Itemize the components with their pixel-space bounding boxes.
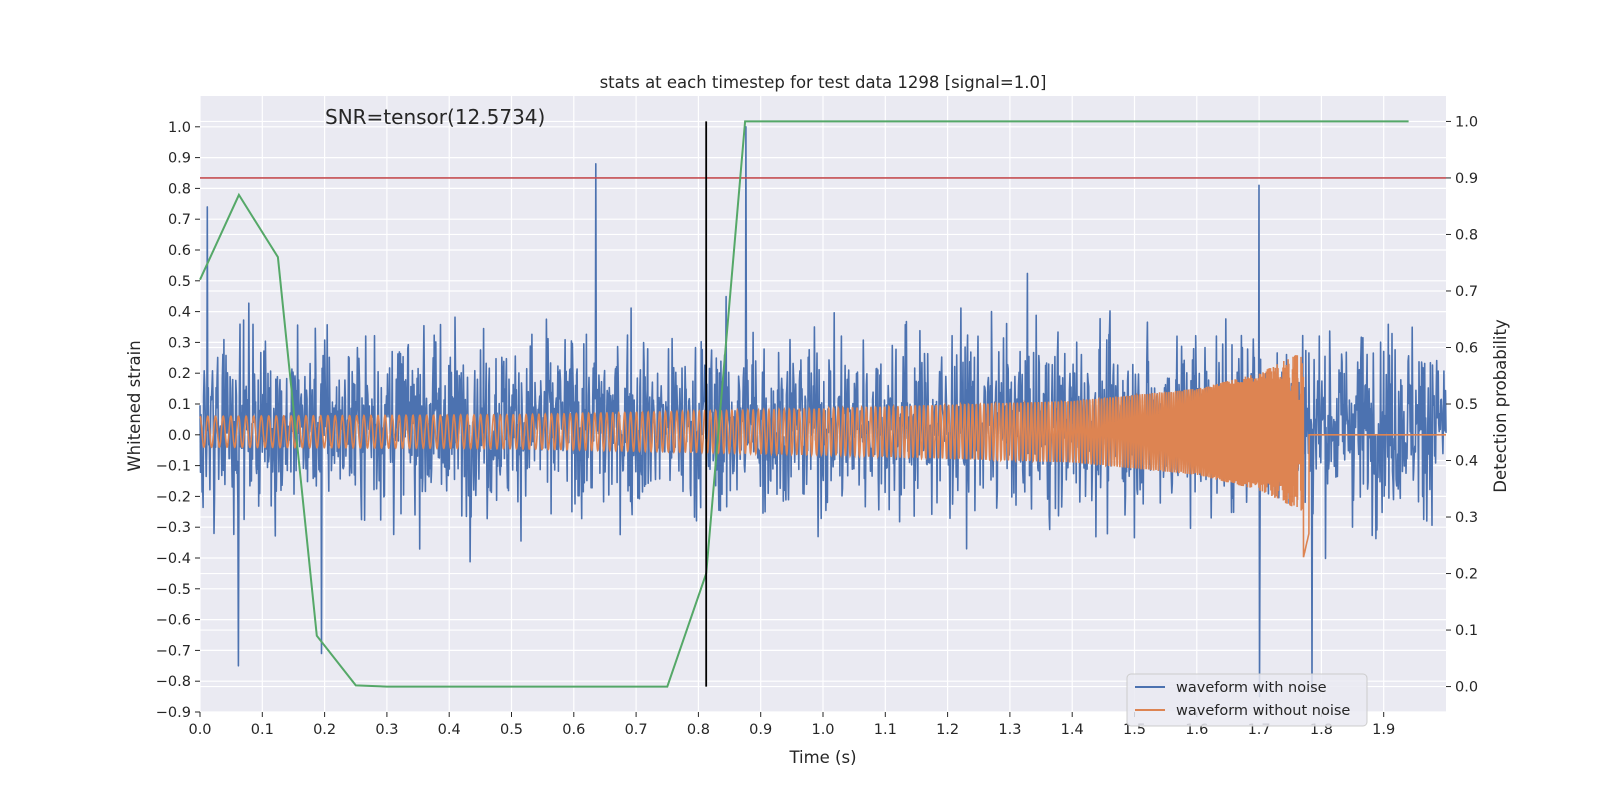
y-axis-label: Whitened strain — [125, 340, 144, 471]
x-tick-label: 0.2 — [313, 722, 336, 738]
x-tick-label: 1.1 — [874, 722, 897, 738]
y-tick-label: 0.6 — [168, 243, 191, 259]
x-tick-label: 0.6 — [562, 722, 585, 738]
x-tick-label: 1.3 — [998, 722, 1021, 738]
x-tick-label: 0.0 — [188, 722, 211, 738]
y-tick-label: −0.9 — [156, 705, 191, 721]
y-tick-label: −0.8 — [156, 674, 191, 690]
y-tick-label: −0.1 — [156, 459, 191, 475]
y-tick-label: 0.8 — [168, 181, 191, 197]
y2-tick-label: 0.3 — [1455, 510, 1478, 526]
y-tick-label: 1.0 — [168, 120, 191, 136]
legend-label-noise: waveform with noise — [1176, 680, 1327, 696]
legend-box — [1126, 673, 1368, 727]
y-tick-label: −0.6 — [156, 613, 191, 629]
x-tick-label: 0.9 — [749, 722, 772, 738]
x-tick-label: 0.5 — [500, 722, 523, 738]
y2-tick-label: 0.6 — [1455, 340, 1478, 356]
x-tick-label: 0.8 — [687, 722, 710, 738]
detection-probability-line — [199, 120, 1409, 688]
series-waveform-without-noise — [199, 355, 1446, 558]
x-axis-label: Time (s) — [788, 748, 856, 767]
y-tick-label: −0.3 — [156, 520, 191, 536]
y-tick-label: 0.4 — [168, 305, 191, 321]
grid — [199, 96, 1446, 713]
y2-tick-label: 0.0 — [1455, 680, 1478, 696]
y-axis-left: −0.9 −0.8 −0.7 −0.6 −0.5 −0.4 −0.3 −0.2 −0.1 0.0 0… — [156, 120, 200, 721]
y-tick-label: 0.7 — [168, 212, 191, 228]
y2-tick-label: 0.2 — [1455, 567, 1478, 583]
y2-tick-label: 1.0 — [1455, 114, 1478, 130]
y2-tick-label: 0.9 — [1455, 171, 1478, 187]
y-tick-label: 0.5 — [168, 274, 191, 290]
y-tick-label: 0.0 — [168, 428, 191, 444]
y-tick-label: 0.3 — [168, 335, 191, 351]
y2-tick-label: 0.4 — [1455, 454, 1478, 470]
y-tick-label: −0.5 — [156, 582, 191, 598]
y2-tick-label: 0.5 — [1455, 397, 1478, 413]
x-tick-label: 0.7 — [625, 722, 648, 738]
chirp-line — [199, 355, 1446, 558]
y2-tick-label: 0.7 — [1455, 284, 1478, 300]
x-tick-label: 0.1 — [251, 722, 274, 738]
y-tick-label: −0.4 — [156, 551, 191, 567]
x-tick-label: 1.0 — [811, 722, 834, 738]
y-tick-label: 0.1 — [168, 397, 191, 413]
legend: waveform with noise waveform without noi… — [1126, 673, 1368, 727]
overlay-lines — [199, 120, 1446, 688]
snr-annotation: SNR=tensor(12.5734) — [325, 105, 545, 129]
y-tick-label: 0.2 — [168, 366, 191, 382]
y-tick-label: 0.9 — [168, 151, 191, 167]
y-axis-right: 0.0 0.1 0.2 0.3 0.4 0.5 0.6 0.7 0.8 0.9 1.0 — [1446, 114, 1478, 696]
x-tick-label: 1.9 — [1372, 722, 1395, 738]
y-tick-label: −0.2 — [156, 489, 191, 505]
y2-tick-label: 0.1 — [1455, 623, 1478, 639]
x-tick-label: 0.3 — [375, 722, 398, 738]
x-tick-label: 1.2 — [936, 722, 959, 738]
x-tick-label: 0.4 — [438, 722, 461, 738]
y2-axis-label: Detection probability — [1491, 319, 1510, 493]
legend-label-no-noise: waveform without noise — [1176, 703, 1350, 719]
y-tick-label: −0.7 — [156, 643, 191, 659]
x-tick-label: 1.4 — [1061, 722, 1084, 738]
chart-title: stats at each timestep for test data 129… — [600, 73, 1047, 92]
y2-tick-label: 0.8 — [1455, 227, 1478, 243]
